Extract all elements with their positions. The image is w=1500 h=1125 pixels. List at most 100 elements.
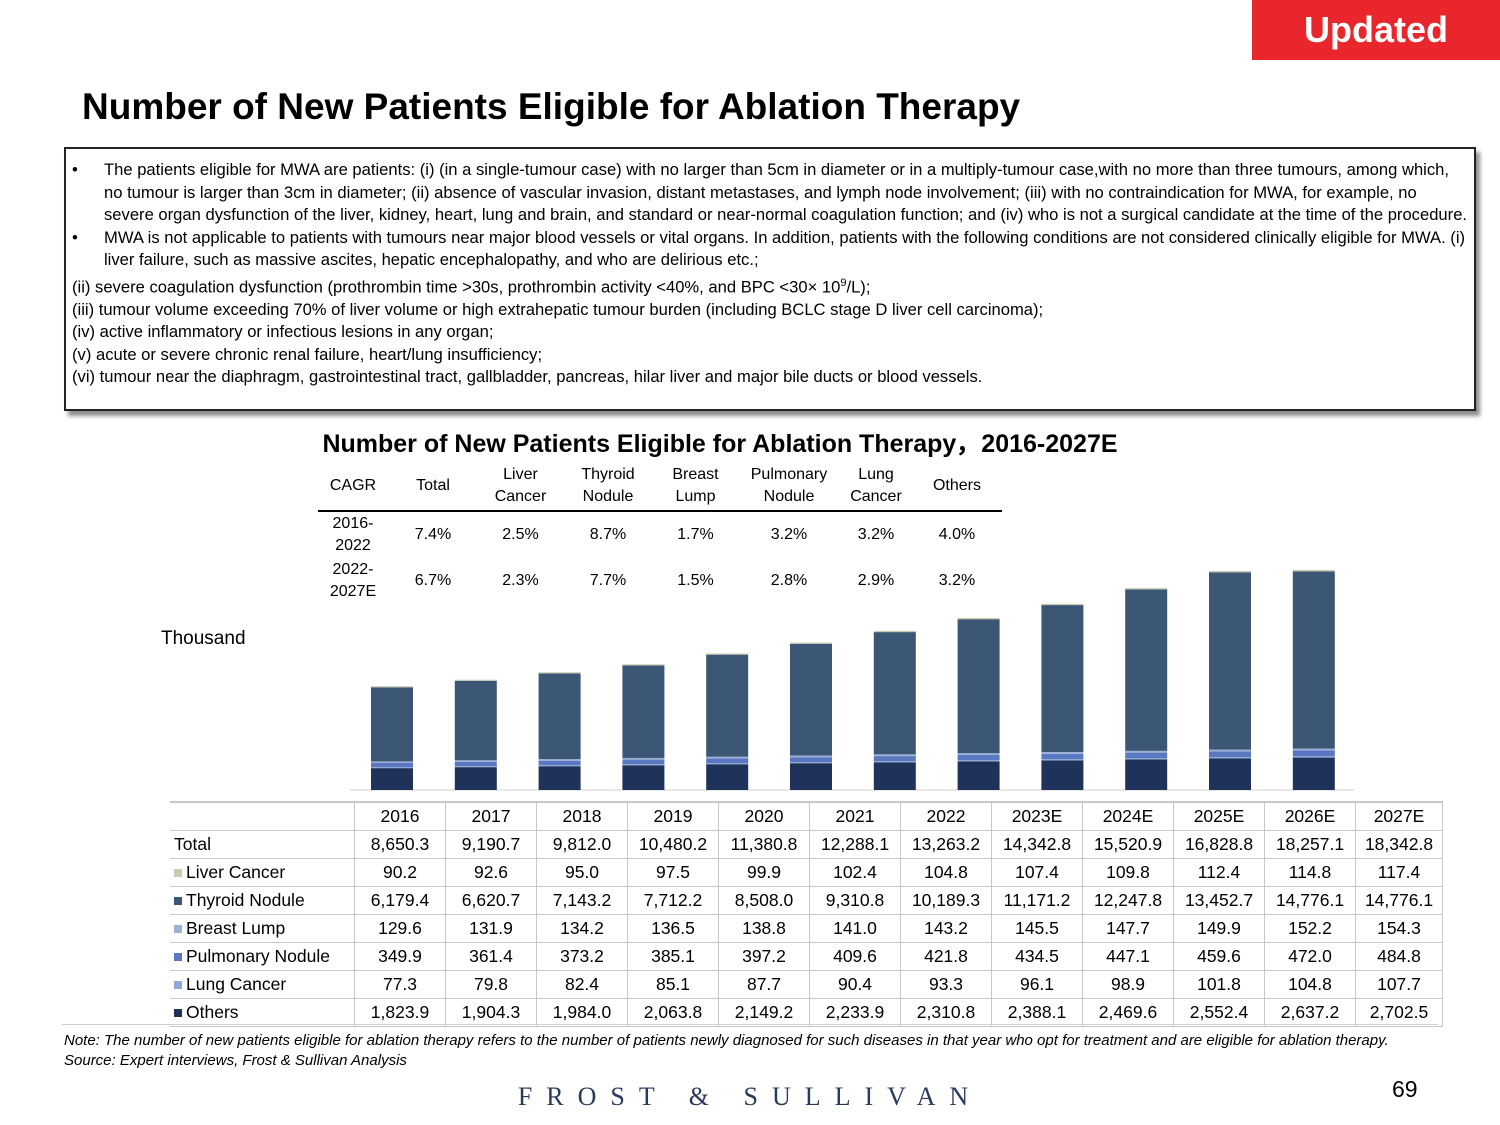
page-title: Number of New Patients Eligible for Abla… bbox=[82, 86, 1021, 127]
legend-swatch bbox=[174, 925, 182, 933]
data-label: 154.3 bbox=[1355, 914, 1443, 943]
cagr-row: 2022- 2027E 6.7% 2.3% 7.7% 1.5% 2.8% 2.9%… bbox=[318, 558, 1002, 604]
data-label: 85.1 bbox=[627, 970, 719, 999]
cagr-value: 7.4% bbox=[414, 526, 452, 543]
bar-segment bbox=[622, 664, 665, 666]
data-label: 373.2 bbox=[536, 942, 628, 971]
data-label: 92.6 bbox=[445, 858, 537, 887]
bar-segment bbox=[622, 759, 665, 765]
bar-segment bbox=[371, 761, 413, 763]
bar-segment bbox=[1125, 588, 1168, 590]
legend-label: Pulmonary Nodule bbox=[186, 946, 330, 966]
data-label: 349.9 bbox=[354, 942, 446, 971]
data-label: 7,712.2 bbox=[627, 886, 719, 915]
legend-label: Breast Lump bbox=[186, 918, 286, 938]
bar-segment bbox=[957, 753, 1000, 755]
bar-segment bbox=[1125, 759, 1168, 790]
bar-segment bbox=[371, 686, 413, 688]
bar-segment bbox=[1292, 569, 1335, 572]
legend-label: Others bbox=[186, 1002, 239, 1022]
total-value: 16,828.8 bbox=[1173, 830, 1265, 859]
bar-segment bbox=[538, 759, 581, 761]
data-label: 141.0 bbox=[809, 914, 901, 943]
total-value: 8,650.3 bbox=[354, 830, 446, 859]
cagr-value: 1.7% bbox=[677, 526, 714, 543]
data-label: 12,247.8 bbox=[1082, 886, 1174, 915]
cagr-value: 4.0% bbox=[938, 526, 976, 543]
note-line-iv: (iv) active inflammatory or infectious l… bbox=[72, 322, 494, 342]
bar-segment bbox=[1125, 758, 1168, 760]
data-label: 484.8 bbox=[1355, 942, 1443, 971]
cagr-value: 3.2% bbox=[770, 526, 808, 543]
data-label: 459.6 bbox=[1173, 942, 1265, 971]
updated-badge: Updated bbox=[1252, 0, 1500, 60]
cagr-value: 2.5% bbox=[502, 526, 539, 543]
bar-segment bbox=[622, 765, 665, 790]
note-bullet-2: MWA is not applicable to patients with t… bbox=[72, 227, 1468, 272]
divider bbox=[62, 1024, 1438, 1025]
legend-swatch bbox=[174, 869, 182, 877]
chart-data-table: 2016 2017 2018 2019 2020 2021 2022 2023E 2024E 20… bbox=[170, 801, 1443, 1027]
series-row: Lung Cancer 77.3 79.8 82.4 85.1 87.7 90.4 93.3 9… bbox=[170, 970, 1443, 999]
bar-segment bbox=[454, 767, 497, 790]
bar-segment bbox=[1292, 756, 1335, 758]
total-value: 18,342.8 bbox=[1355, 830, 1443, 859]
data-label: 79.8 bbox=[445, 970, 537, 999]
data-label: 1,904.3 bbox=[445, 998, 537, 1027]
total-value: 9,812.0 bbox=[536, 830, 628, 859]
cagr-value: 3.2% bbox=[938, 572, 976, 589]
row-label-total: Total bbox=[170, 830, 355, 859]
bar-segment bbox=[454, 766, 497, 768]
year-header: 2026E bbox=[1264, 801, 1356, 831]
data-label: 2,063.8 bbox=[627, 998, 719, 1027]
series-row: Pulmonary Nodule 349.9 361.4 373.2 385.1 397.… bbox=[170, 942, 1443, 971]
note-line-ii: (ii) severe coagulation dysfunction (pro… bbox=[72, 276, 871, 297]
bar-segment bbox=[873, 754, 916, 757]
data-label: 90.2 bbox=[354, 858, 446, 887]
year-header: 2017 bbox=[445, 801, 537, 831]
data-label: 447.1 bbox=[1082, 942, 1174, 971]
total-value: 9,190.7 bbox=[445, 830, 537, 859]
data-label: 2,149.2 bbox=[718, 998, 810, 1027]
bar-segment bbox=[706, 764, 749, 790]
others-header: Others bbox=[912, 462, 1002, 512]
data-label: 143.2 bbox=[900, 914, 992, 943]
bar-segment bbox=[371, 767, 413, 769]
eligibility-notes: The patients eligible for MWA are patien… bbox=[64, 147, 1476, 411]
data-label: 107.4 bbox=[991, 858, 1083, 887]
data-label: 109.8 bbox=[1082, 858, 1174, 887]
series-label: Lung Cancer bbox=[170, 970, 355, 999]
year-header: 2023E bbox=[991, 801, 1083, 831]
bar-segment bbox=[1292, 571, 1335, 749]
bar-segment bbox=[538, 673, 581, 760]
bar-segment bbox=[1292, 757, 1335, 790]
series-label: Breast Lump bbox=[170, 914, 355, 943]
legend-label: Thyroid Nodule bbox=[186, 890, 305, 910]
data-label: 101.8 bbox=[1173, 970, 1265, 999]
data-label: 7,143.2 bbox=[536, 886, 628, 915]
data-label: 93.3 bbox=[900, 970, 992, 999]
cagr-header: CAGR bbox=[318, 462, 388, 512]
year-header: 2027E bbox=[1355, 801, 1443, 831]
legend-label: Lung Cancer bbox=[186, 974, 287, 994]
total-value: 13,263.2 bbox=[900, 830, 992, 859]
cagr-value: 8.7% bbox=[589, 526, 627, 543]
cagr-value: 2.3% bbox=[502, 572, 539, 589]
bar-segment bbox=[790, 762, 832, 764]
series-label: Pulmonary Nodule bbox=[170, 942, 355, 971]
data-label: 95.0 bbox=[536, 858, 628, 887]
bar-segment bbox=[1041, 605, 1084, 753]
data-label: 2,637.2 bbox=[1264, 998, 1356, 1027]
bar-segment bbox=[1041, 603, 1084, 606]
bar-segment bbox=[706, 763, 749, 765]
bar-segment bbox=[1125, 750, 1168, 753]
data-label: 145.5 bbox=[991, 914, 1083, 943]
bar-segment bbox=[790, 757, 832, 763]
bar-segment bbox=[873, 762, 916, 790]
cagr-value: 2.9% bbox=[857, 572, 895, 589]
data-label: 472.0 bbox=[1264, 942, 1356, 971]
bar-segment bbox=[1292, 750, 1335, 757]
note-line-vi: (vi) tumour near the diaphragm, gastroin… bbox=[72, 367, 983, 387]
bar-segment bbox=[622, 665, 665, 758]
footnote: Note: The number of new patients eligibl… bbox=[64, 1032, 1389, 1069]
